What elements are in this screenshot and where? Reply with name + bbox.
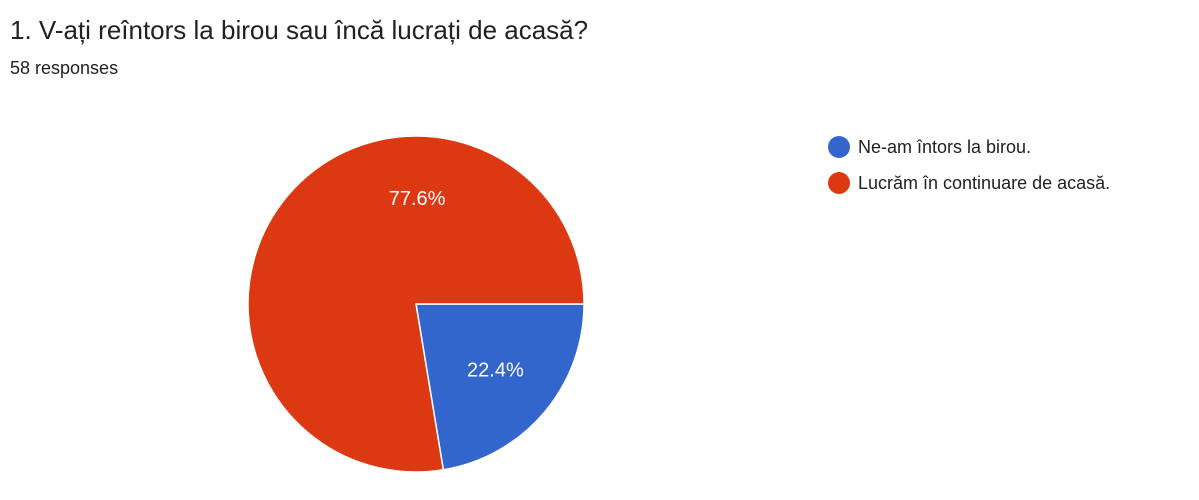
legend-label-ne-am-intors: Ne-am întors la birou. (858, 137, 1032, 157)
pie-slice-ne-am-intors[interactable] (415, 303, 585, 471)
legend-label-lucram-acasa: Lucrăm în continuare de acasă. (858, 173, 1111, 193)
legend-item-ne-am-intors[interactable]: Ne-am întors la birou. (828, 135, 1110, 159)
response-count: 58 responses (10, 58, 119, 78)
pie-label-lucram-acasa: 77.6% (389, 188, 446, 210)
pie-label-ne-am-intors: 22.4% (467, 360, 524, 382)
legend-item-lucram-acasa[interactable]: Lucrăm în continuare de acasă. (828, 171, 1110, 195)
legend: Ne-am întors la birou. Lucrăm în continu… (828, 135, 1110, 207)
pie-labels: 22.4% 77.6% (389, 188, 524, 382)
pie-slice-lucram-acasa[interactable] (247, 135, 585, 473)
legend-swatch-ne-am-intors (828, 136, 850, 158)
pie-slices (247, 135, 585, 473)
legend-swatch-lucram-acasa (828, 172, 850, 194)
question-title: 1. V-ați reîntors la birou sau încă lucr… (10, 15, 589, 45)
